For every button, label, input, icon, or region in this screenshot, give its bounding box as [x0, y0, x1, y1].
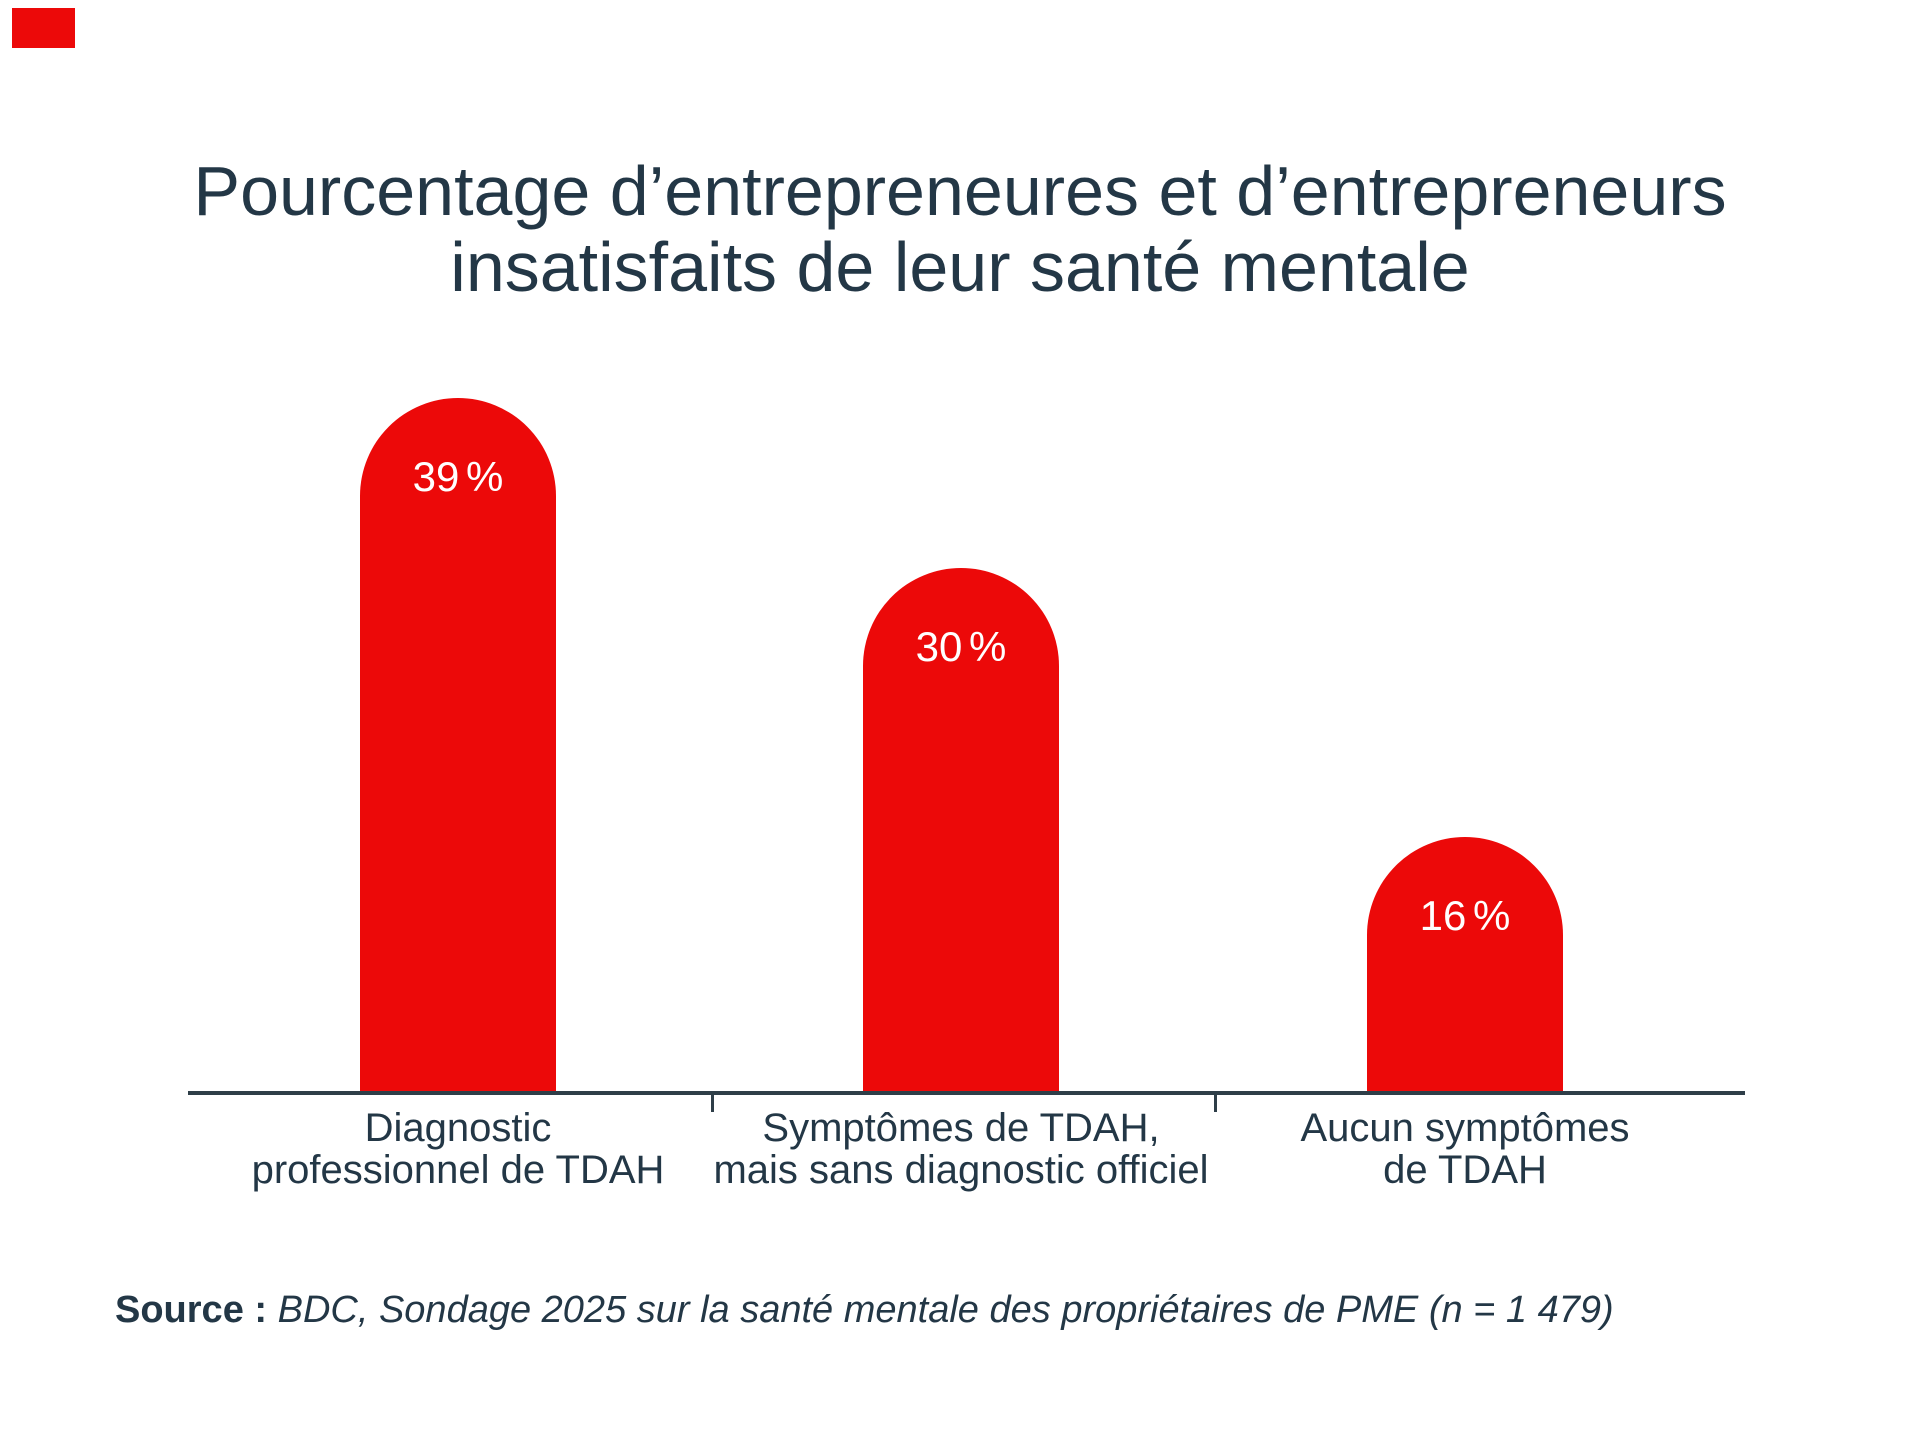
category-label-line: Symptômes de TDAH, — [762, 1106, 1160, 1150]
category-label-3: Aucun symptômes de TDAH — [1155, 1107, 1775, 1191]
x-axis-tick-1 — [711, 1094, 714, 1112]
x-axis-line — [188, 1091, 1745, 1095]
bar-value-label-1: 39 % — [412, 453, 504, 500]
category-label-line: Aucun symptômes — [1300, 1106, 1630, 1150]
category-label-2: Symptômes de TDAH, mais sans diagnostic o… — [651, 1107, 1271, 1191]
category-label-line: Diagnostic — [364, 1106, 552, 1150]
bar-3: 16 % — [1367, 837, 1563, 1093]
bar-2: 30 % — [863, 568, 1059, 1093]
chart-title-line-1: Pourcentage d’entrepreneures et d’entrep… — [193, 152, 1727, 230]
chart-title-line-2: insatisfaits de leur santé mentale — [450, 228, 1470, 306]
category-label-line: de TDAH — [1383, 1148, 1547, 1192]
chart-title: Pourcentage d’entrepreneures et d’entrep… — [0, 153, 1920, 305]
category-label-1: Diagnostic professionnel de TDAH — [148, 1107, 768, 1191]
bar-value-label-2: 30 % — [915, 623, 1007, 670]
category-label-line: mais sans diagnostic officiel — [713, 1148, 1209, 1192]
source-note: Source : BDC, Sondage 2025 sur la santé … — [115, 1288, 1614, 1332]
brand-logo-mark — [12, 8, 75, 48]
bar-1: 39 % — [360, 398, 556, 1093]
category-label-line: professionnel de TDAH — [251, 1148, 665, 1192]
source-text: BDC, Sondage 2025 sur la santé mentale d… — [277, 1289, 1614, 1331]
x-axis-tick-2 — [1214, 1094, 1217, 1112]
source-label: Source : — [115, 1289, 268, 1331]
bar-value-label-3: 16 % — [1419, 892, 1511, 939]
